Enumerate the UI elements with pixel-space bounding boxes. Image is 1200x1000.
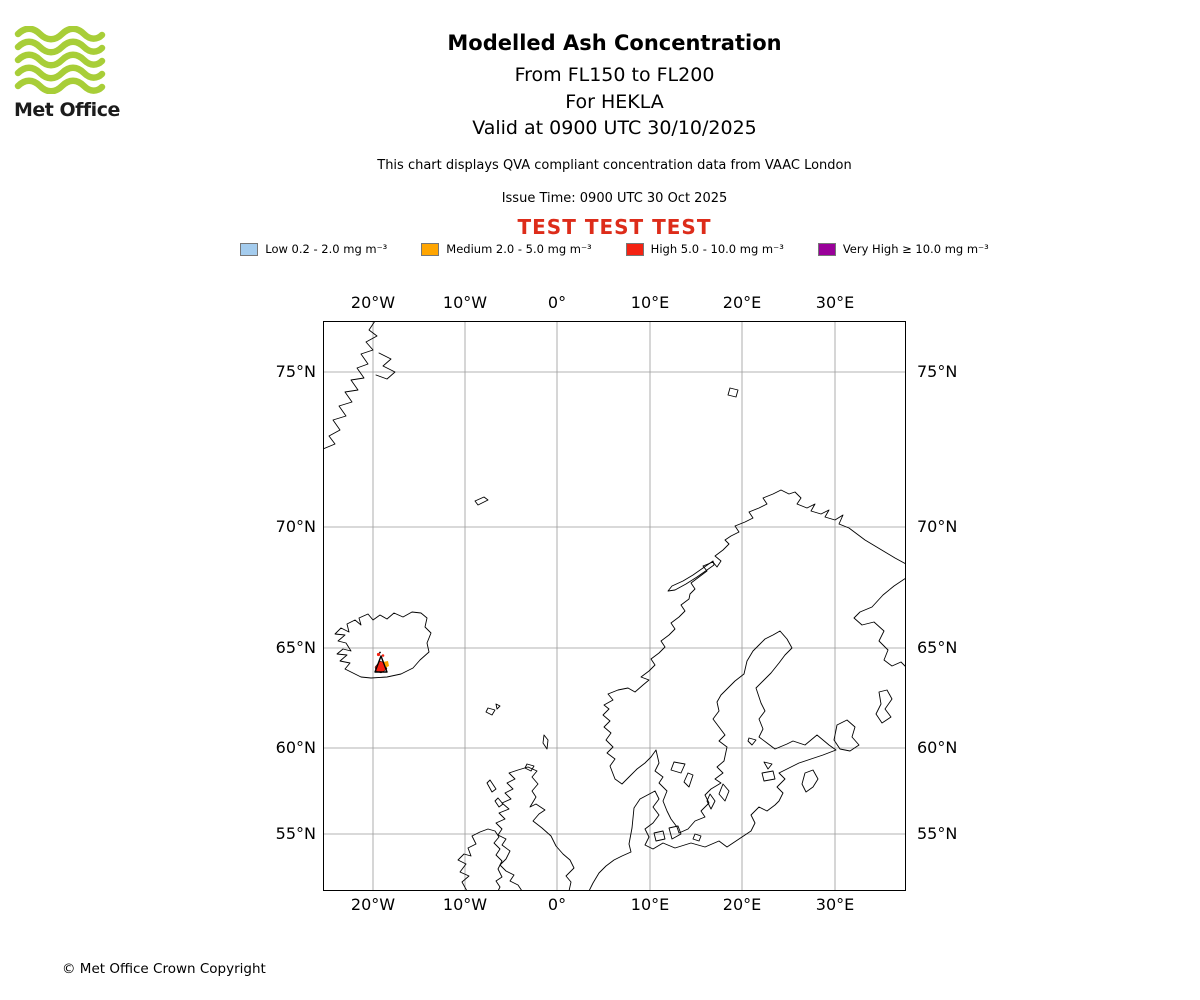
islands-aland [747,737,757,746]
map-gridlines [323,321,906,891]
volcano-triangle-marker [374,655,388,673]
lake-ladoga [833,719,860,752]
lake-vanern [670,761,686,774]
coastline-ireland [457,828,503,891]
lat-tick-label: 70°N [917,517,958,536]
issue-time: Issue Time: 0900 UTC 30 Oct 2025 [501,191,728,206]
lat-tick-label: 65°N [275,638,316,657]
very-high-swatch [817,242,836,256]
lake-peipus [801,769,819,793]
island-shetland [542,734,549,750]
map-frame [323,321,906,891]
islands-lofoten [667,560,715,592]
lon-tick-label: 20°W [350,895,396,914]
lon-tick-label: 0° [547,895,567,914]
coastline-great-britain [495,766,575,891]
map-canvas [323,321,906,891]
coastline-white-sea [853,577,906,668]
lat-tick-label: 65°N [917,638,958,657]
ash-speck [379,651,381,654]
legend-item-medium: Medium 2.0 - 5.0 mg m⁻³ [421,242,592,256]
lon-tick-label: 20°E [722,895,762,914]
high-swatch [625,242,644,256]
low-swatch [240,242,259,256]
legend-item-very-high: Very High ≥ 10.0 mg m⁻³ [817,242,989,256]
island-orkney [524,763,535,772]
copyright-text: © Met Office Crown Copyright [62,961,266,977]
coastline-scandinavia-baltic [588,489,906,891]
lon-tick-label: 30°E [815,293,855,312]
island-bornholm [692,833,702,842]
legend-label: Medium 2.0 - 5.0 mg m⁻³ [446,242,592,256]
logo-text: Met Office [14,99,120,121]
valid-time-subtitle: Valid at 0900 UTC 30/10/2025 [472,117,757,139]
legend-label: High 5.0 - 10.0 mg m⁻³ [650,242,784,256]
lon-tick-label: 0° [547,293,567,312]
lat-tick-label: 60°N [917,738,958,757]
islands-hebrides [486,779,504,808]
lake-vattern [683,772,694,788]
met-office-logo: Met Office [14,25,124,121]
legend: Low 0.2 - 2.0 mg m⁻³ Medium 2.0 - 5.0 mg… [29,242,1200,256]
lat-tick-label: 75°N [275,362,316,381]
lat-tick-label: 55°N [917,824,958,843]
ash-plume [374,651,389,674]
page-title: Modelled Ash Concentration [447,31,782,55]
legend-label: Low 0.2 - 2.0 mg m⁻³ [265,242,388,256]
lat-tick-label: 55°N [275,824,316,843]
test-banner: TEST TEST TEST [517,215,712,239]
lat-tick-label: 75°N [917,362,958,381]
island-bear-island [727,387,739,398]
lon-tick-label: 10°E [630,293,670,312]
island-jan-mayen [474,496,489,506]
islands-denmark [653,825,682,842]
legend-item-low: Low 0.2 - 2.0 mg m⁻³ [240,242,387,256]
legend-item-high: High 5.0 - 10.0 mg m⁻³ [625,242,784,256]
coastline-greenland-fjord [375,352,396,380]
lon-tick-label: 30°E [815,895,855,914]
coastline-iceland [334,611,432,679]
coastlines [323,321,906,891]
islands-faroe [485,703,501,716]
lon-tick-label: 20°E [722,293,762,312]
lat-tick-label: 60°N [275,738,316,757]
lon-tick-label: 10°E [630,895,670,914]
legend-label: Very High ≥ 10.0 mg m⁻³ [842,242,989,256]
island-gotland [718,783,730,802]
map-border [323,321,906,891]
island-oland [706,793,716,810]
ash-speck [376,652,381,657]
volcano-subtitle: For HEKLA [565,91,664,113]
lon-tick-label: 20°W [350,293,396,312]
lake-onega [875,689,893,724]
medium-swatch [421,242,440,256]
flight-level-subtitle: From FL150 to FL200 [514,64,715,86]
coastline-greenland [323,321,378,450]
lon-tick-label: 10°W [442,293,488,312]
lon-tick-label: 10°W [442,895,488,914]
ash-speck [381,654,385,657]
lat-tick-label: 70°N [275,517,316,536]
logo-waves-icon [14,25,106,95]
islands-estonia [761,761,776,782]
qva-note: This chart displays QVA compliant concen… [377,158,852,173]
